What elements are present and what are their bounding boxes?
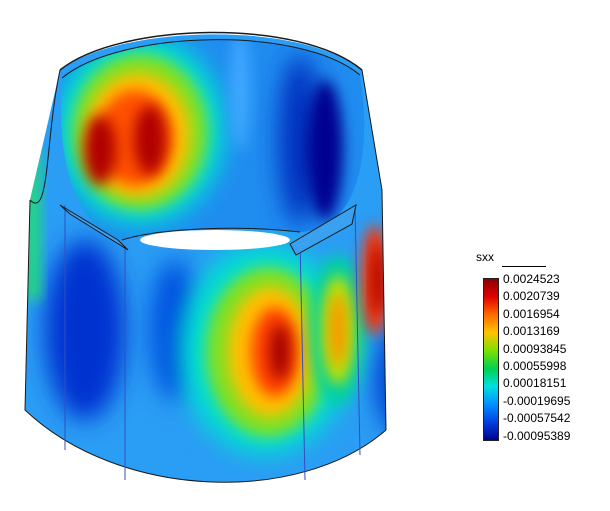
colorbar-tick-label: 0.0024523 (503, 272, 560, 286)
legend-rule (502, 266, 546, 267)
colorbar-tick-label: 0.00018151 (503, 376, 567, 391)
legend-title: sxx (476, 250, 494, 264)
colorbar-tick-label: 0.0013169 (503, 324, 560, 339)
floor-opening (140, 230, 290, 250)
colorbar-tick-label: 0.0020739 (503, 289, 560, 304)
colorbar-tick-label: -0.00095389 (503, 428, 571, 443)
colorbar-tick-label: -0.00057542 (503, 411, 571, 426)
colorbar-tick-label: 0.0016954 (503, 306, 560, 321)
colorbar-tick-label: 0.00055998 (503, 359, 567, 373)
colorbar-tick-label: 0.00093845 (503, 341, 567, 356)
colorbar-tick-label: -0.00019695 (503, 393, 571, 408)
cylinder-outline (24, 31, 387, 483)
bracket-shelves (59, 203, 357, 256)
colorbar (483, 278, 499, 441)
